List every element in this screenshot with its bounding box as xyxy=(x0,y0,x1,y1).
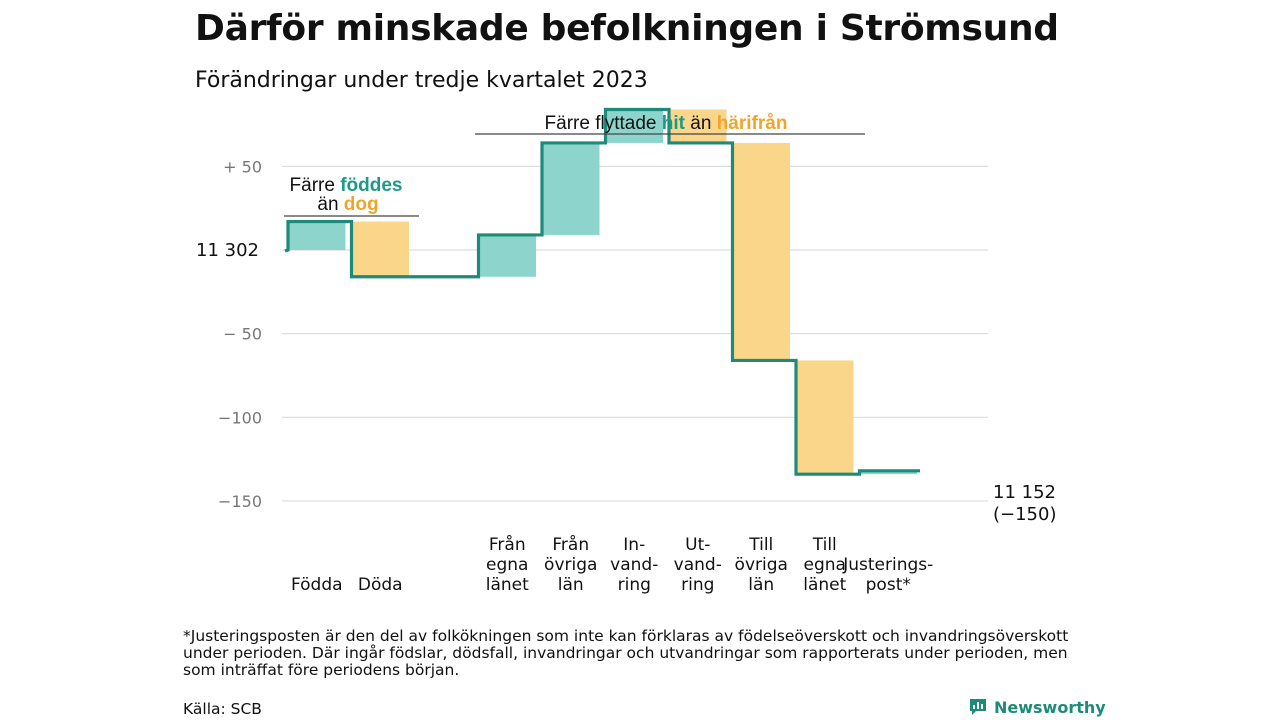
annotation-accent-fodd: föddes xyxy=(340,175,402,196)
annotation-accent-dog: dog xyxy=(344,194,379,215)
x-category-label: Justerings- xyxy=(842,555,933,575)
x-category-label: län xyxy=(748,575,774,595)
x-category-label: länet xyxy=(803,575,846,595)
waterfall-bar xyxy=(796,360,854,475)
y-tick-label: −150 xyxy=(218,492,262,511)
annotation-births-line2: än dog xyxy=(317,194,378,215)
x-category-label: ring xyxy=(681,575,714,595)
step-line xyxy=(284,107,920,476)
x-category-label: län xyxy=(558,575,584,595)
x-category-label: Från xyxy=(489,534,526,555)
y-tick-label: − 50 xyxy=(223,325,262,344)
x-category-label: egna xyxy=(804,555,846,575)
x-category-label: övriga xyxy=(735,555,788,575)
waterfall-bar xyxy=(288,221,346,250)
brand-logo: Newsworthy xyxy=(968,697,1106,717)
bars xyxy=(288,109,917,475)
annotation-migration: Färre flyttade hit än härifrån xyxy=(475,113,865,135)
brand-name: Newsworthy xyxy=(994,697,1106,717)
x-category-label: övriga xyxy=(544,555,597,575)
start-value-label: 11 302 xyxy=(196,240,259,261)
end-value-label: 11 152 xyxy=(993,482,1056,503)
category-labels: Födda DödaFrånegnalänetFrånövrigalänIn-va… xyxy=(291,534,933,595)
source-label: Källa: SCB xyxy=(183,700,262,718)
x-category-label: ring xyxy=(618,575,651,595)
annotation-migration-text: Färre flyttade hit än härifrån xyxy=(545,113,788,134)
x-category-label: Till xyxy=(812,535,837,555)
waterfall-bar xyxy=(542,142,600,235)
y-tick-label: + 50 xyxy=(223,157,262,176)
annotation-accent-harifran: härifrån xyxy=(717,113,788,134)
x-category-label: In- xyxy=(623,535,645,555)
waterfall-bar xyxy=(859,470,917,475)
end-change-label: (−150) xyxy=(993,504,1056,525)
y-tick-label: −100 xyxy=(218,408,262,427)
annotation-accent-hit: hit xyxy=(662,113,686,134)
waterfall-bar xyxy=(351,221,409,277)
gridlines: + 50 − 50 −100 −150 xyxy=(218,157,988,511)
waterfall-bar xyxy=(669,109,727,143)
waterfall-chart: + 50− 50−100−150 Födda DödaFrånegnalänetF… xyxy=(196,107,1056,595)
x-category-label: Ut- xyxy=(685,535,710,555)
chart-title: Därför minskade befolkningen i Strömsund xyxy=(195,8,1059,49)
chart-subtitle: Förändringar under tredje kvartalet 2023 xyxy=(195,68,648,93)
annotation-births-line1: Färre föddes xyxy=(290,175,403,196)
cumulative-line xyxy=(284,107,920,476)
x-category-label: länet xyxy=(486,575,529,595)
annotation-births: Färre föddes än dog xyxy=(284,175,419,217)
waterfall-bar xyxy=(478,234,536,277)
waterfall-bar xyxy=(605,109,663,143)
x-category-label: vand- xyxy=(610,555,658,575)
footnote: *Justeringsposten är den del av folkökni… xyxy=(183,627,1069,679)
x-category-label: vand- xyxy=(674,555,722,575)
x-category-label: Födda xyxy=(291,575,343,595)
x-category-label: Till xyxy=(748,535,773,555)
newsworthy-icon xyxy=(970,699,986,715)
x-category-label: Från xyxy=(552,534,589,555)
waterfall-bar xyxy=(732,142,790,361)
x-category-label: post* xyxy=(866,575,911,595)
x-category-label: egna xyxy=(486,555,528,575)
x-category-label: Döda xyxy=(358,575,403,595)
